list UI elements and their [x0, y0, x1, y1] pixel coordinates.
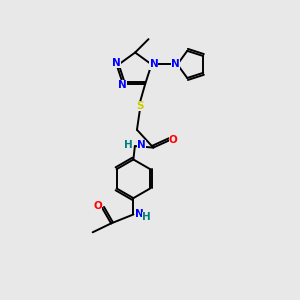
Text: N: N — [112, 58, 121, 68]
Text: N: N — [149, 59, 158, 69]
Text: S: S — [136, 101, 144, 111]
Text: O: O — [169, 135, 178, 145]
Text: H: H — [124, 140, 133, 150]
Text: O: O — [93, 201, 102, 212]
Text: N: N — [137, 140, 146, 150]
Text: N: N — [118, 80, 127, 90]
Text: N: N — [171, 59, 180, 69]
Text: N: N — [135, 209, 144, 220]
Text: H: H — [142, 212, 151, 222]
